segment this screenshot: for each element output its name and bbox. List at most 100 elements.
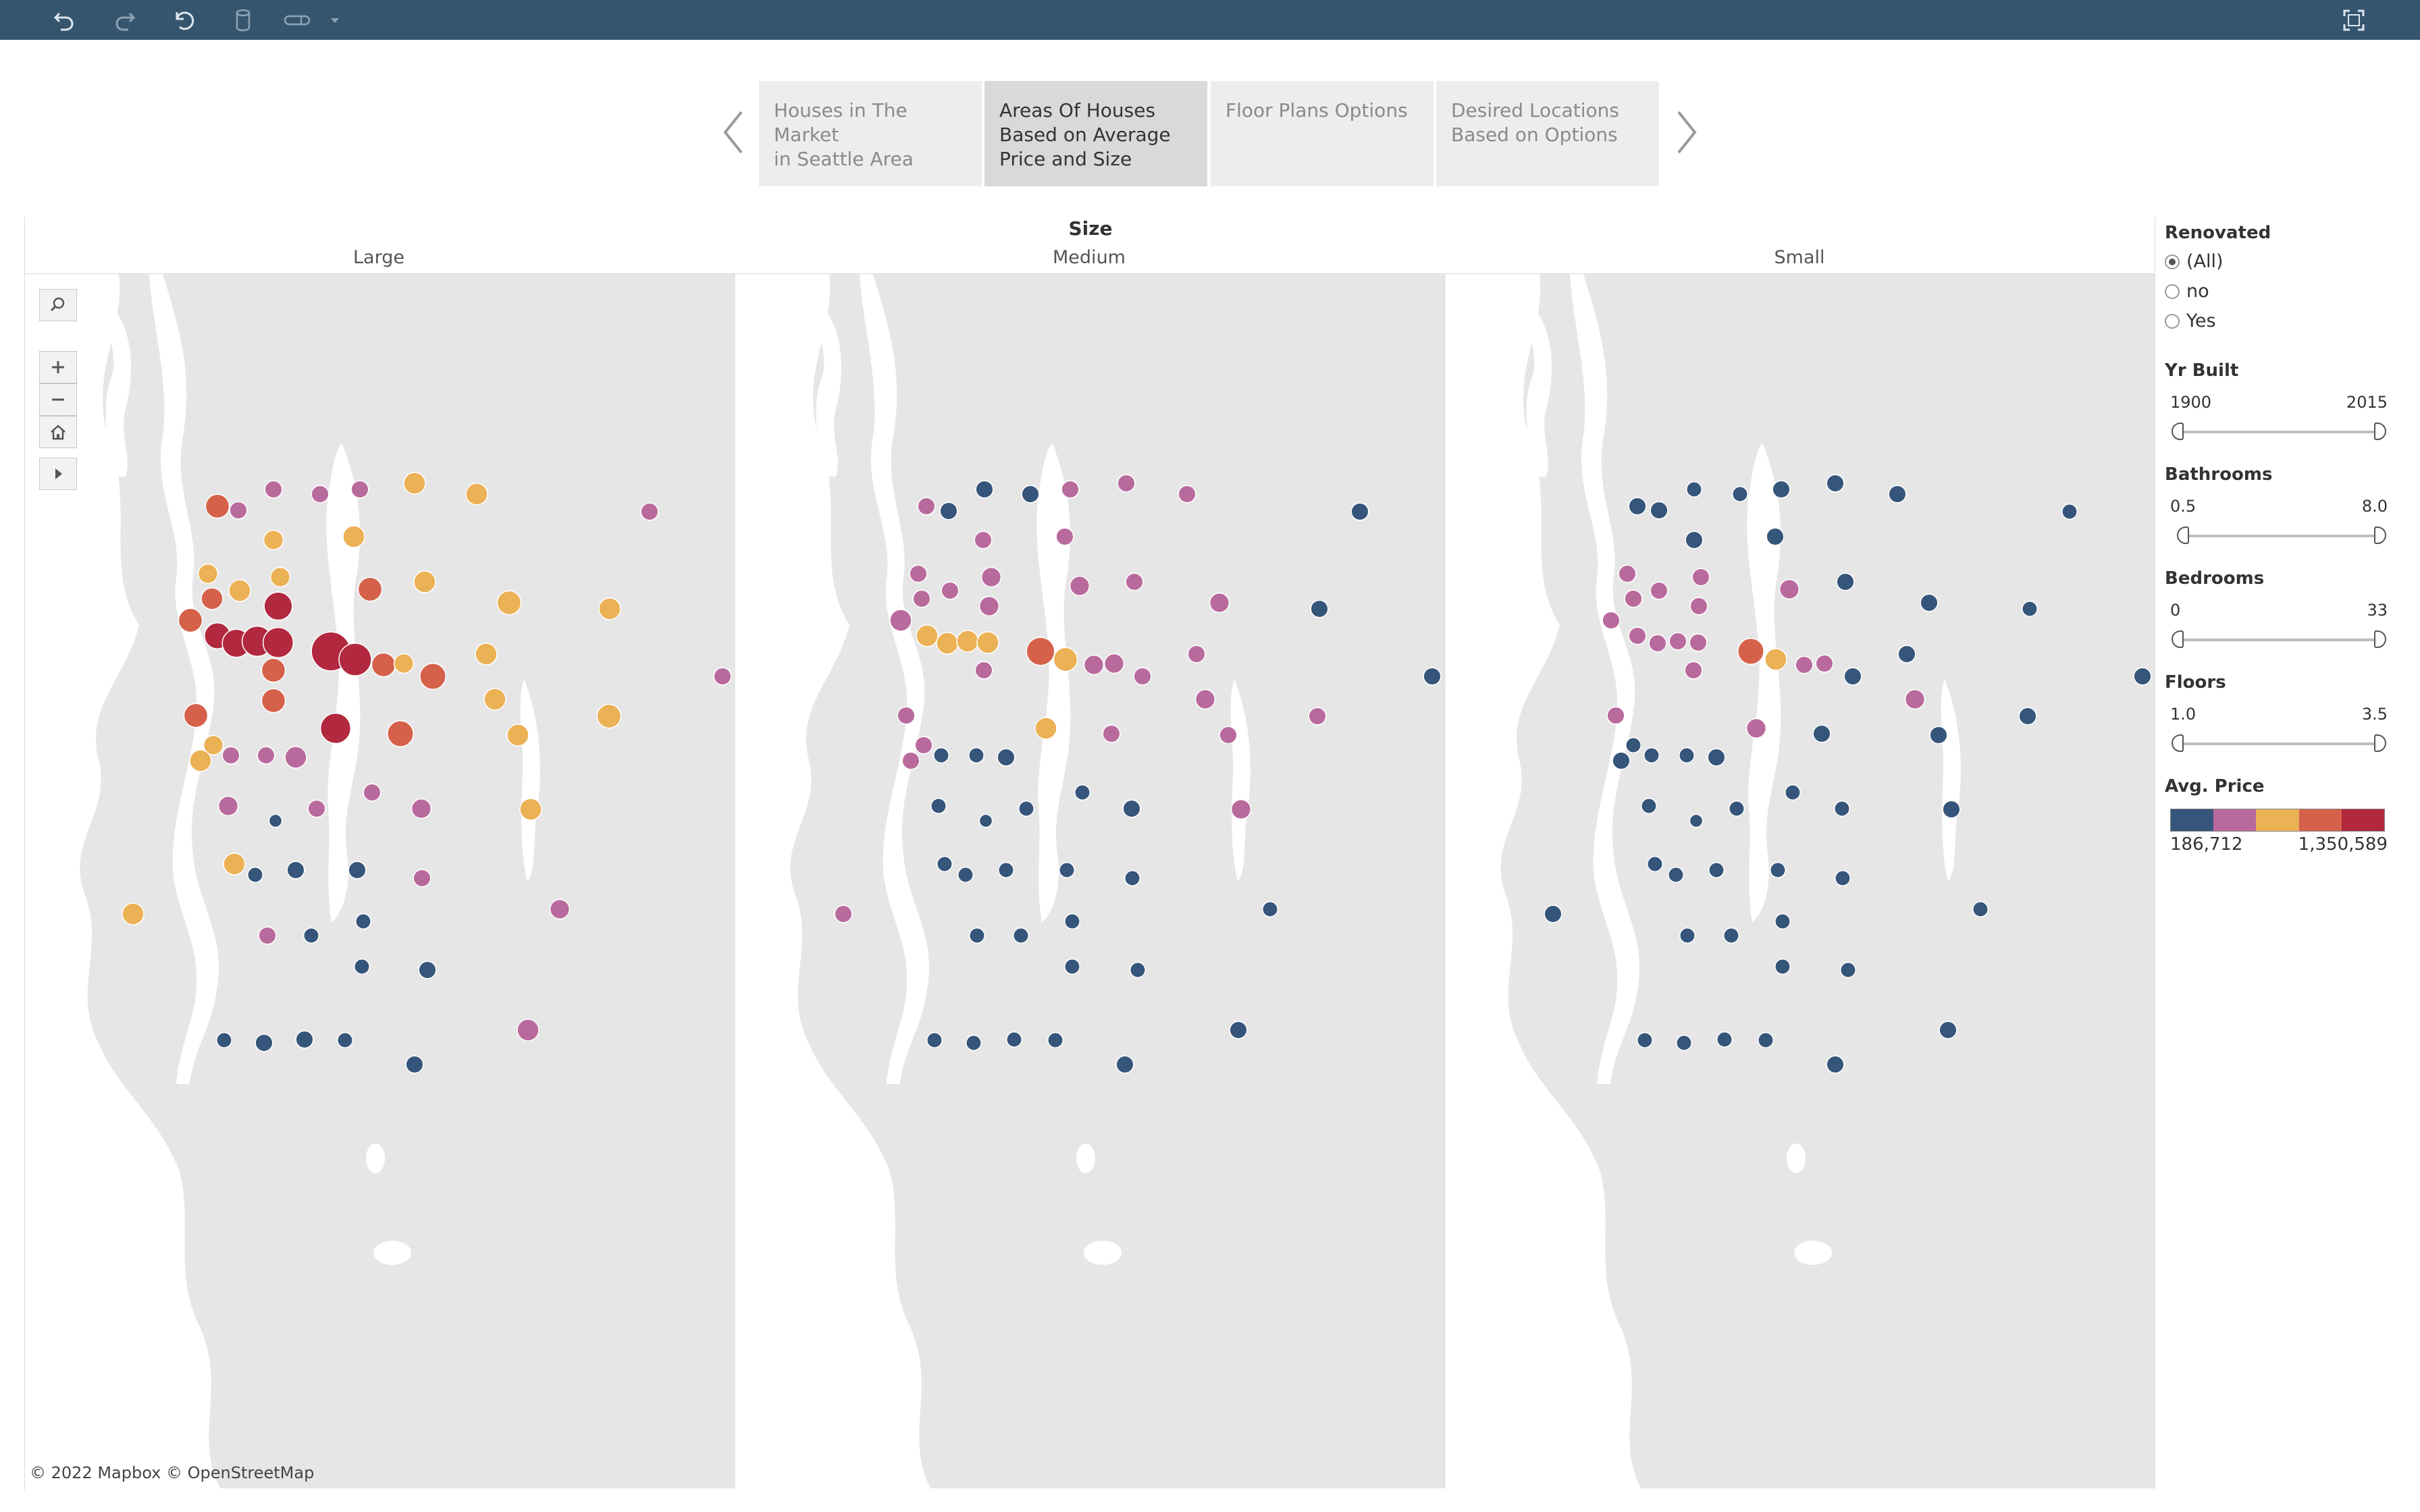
price-point-medium-58[interactable] bbox=[1013, 927, 1029, 944]
price-point-large-66[interactable] bbox=[337, 1032, 353, 1048]
price-point-small-8[interactable] bbox=[1685, 531, 1704, 549]
price-point-large-35[interactable] bbox=[319, 712, 352, 745]
price-point-medium-25[interactable] bbox=[1053, 647, 1078, 672]
price-point-small-31[interactable] bbox=[2133, 667, 2152, 686]
price-point-medium-10[interactable] bbox=[909, 564, 928, 583]
price-point-small-47[interactable] bbox=[1942, 800, 1961, 819]
price-point-large-65[interactable] bbox=[295, 1030, 314, 1049]
price-point-large-41[interactable] bbox=[189, 749, 212, 772]
fullscreen-icon[interactable] bbox=[2339, 5, 2369, 35]
price-point-medium-39[interactable] bbox=[933, 747, 949, 763]
price-point-small-1[interactable] bbox=[1650, 501, 1668, 520]
price-point-medium-13[interactable] bbox=[1069, 575, 1090, 597]
price-point-small-54[interactable] bbox=[1544, 905, 1562, 923]
price-point-large-45[interactable] bbox=[217, 795, 239, 817]
price-point-small-45[interactable] bbox=[1729, 801, 1745, 817]
price-point-large-60[interactable] bbox=[354, 959, 370, 975]
price-point-medium-44[interactable] bbox=[930, 798, 947, 814]
price-point-small-42[interactable] bbox=[1707, 748, 1726, 767]
price-point-small-4[interactable] bbox=[1772, 480, 1791, 499]
bathrooms-max-handle[interactable] bbox=[2374, 526, 2386, 544]
price-point-large-16[interactable] bbox=[263, 591, 293, 621]
price-point-small-35[interactable] bbox=[1745, 718, 1767, 739]
story-tab-floor-plans[interactable]: Floor Plans Options bbox=[1211, 81, 1433, 186]
price-point-small-39[interactable] bbox=[1643, 747, 1660, 763]
price-point-small-12[interactable] bbox=[1691, 568, 1710, 587]
price-point-medium-31[interactable] bbox=[1423, 667, 1442, 686]
price-point-medium-57[interactable] bbox=[969, 927, 985, 944]
price-point-small-40[interactable] bbox=[1612, 751, 1631, 770]
price-point-medium-33[interactable] bbox=[897, 706, 916, 725]
price-point-small-32[interactable] bbox=[1904, 688, 1926, 710]
price-point-small-23[interactable] bbox=[1689, 633, 1708, 652]
price-point-medium-52[interactable] bbox=[1059, 862, 1075, 878]
price-point-medium-61[interactable] bbox=[1229, 1021, 1248, 1040]
price-point-medium-1[interactable] bbox=[917, 497, 936, 516]
price-point-medium-40[interactable] bbox=[901, 751, 920, 770]
price-point-small-11[interactable] bbox=[1650, 581, 1668, 600]
renovated-option-no[interactable]: no bbox=[2165, 281, 2209, 302]
price-point-medium-64[interactable] bbox=[1006, 1031, 1022, 1048]
radio-icon[interactable] bbox=[2165, 284, 2180, 299]
price-point-large-40[interactable] bbox=[221, 746, 240, 765]
price-point-small-2[interactable] bbox=[1686, 481, 1702, 497]
price-point-small-37[interactable] bbox=[1929, 726, 1948, 745]
price-point-small-30[interactable] bbox=[1684, 661, 1703, 680]
price-point-medium-22[interactable] bbox=[956, 630, 979, 653]
radio-icon[interactable] bbox=[2165, 313, 2180, 329]
price-point-small-58[interactable] bbox=[1723, 927, 1739, 944]
price-point-large-58[interactable] bbox=[258, 926, 277, 945]
dropdown-arrow-icon[interactable] bbox=[320, 5, 350, 35]
price-point-large-6[interactable] bbox=[465, 483, 488, 506]
price-point-medium-63[interactable] bbox=[966, 1035, 982, 1051]
price-point-medium-20[interactable] bbox=[916, 624, 939, 647]
price-point-small-66[interactable] bbox=[1826, 1055, 1845, 1074]
price-point-large-27[interactable] bbox=[393, 653, 415, 674]
price-point-small-48[interactable] bbox=[1689, 813, 1704, 828]
price-point-large-47[interactable] bbox=[307, 799, 326, 818]
bedrooms-max-handle[interactable] bbox=[2374, 630, 2386, 648]
price-point-small-60[interactable] bbox=[1840, 962, 1856, 978]
price-point-medium-18[interactable] bbox=[1310, 599, 1329, 618]
price-point-large-5[interactable] bbox=[403, 472, 426, 495]
story-next-arrow-icon[interactable] bbox=[1672, 108, 1702, 157]
price-point-medium-59[interactable] bbox=[1064, 959, 1080, 975]
price-point-medium-34[interactable] bbox=[1308, 707, 1327, 726]
price-point-large-38[interactable] bbox=[596, 703, 622, 729]
price-point-large-26[interactable] bbox=[371, 652, 396, 678]
price-point-small-49[interactable] bbox=[1647, 856, 1663, 872]
price-point-small-43[interactable] bbox=[1785, 784, 1801, 801]
price-point-small-3[interactable] bbox=[1732, 486, 1748, 502]
price-point-medium-26[interactable] bbox=[1083, 654, 1105, 676]
price-point-large-0[interactable] bbox=[205, 493, 230, 519]
price-point-medium-38[interactable] bbox=[914, 736, 933, 755]
price-point-medium-47[interactable] bbox=[1230, 799, 1252, 820]
price-point-small-6[interactable] bbox=[1888, 485, 1907, 504]
map-search-icon[interactable] bbox=[39, 289, 77, 321]
price-point-medium-37[interactable] bbox=[1219, 726, 1238, 745]
renovated-option-all[interactable]: (All) bbox=[2165, 251, 2224, 272]
price-point-small-0[interactable] bbox=[1628, 497, 1647, 516]
bedrooms-min-handle[interactable] bbox=[2172, 630, 2184, 648]
price-point-large-12[interactable] bbox=[269, 566, 291, 588]
price-point-large-50[interactable] bbox=[223, 853, 246, 875]
facet-maps[interactable] bbox=[24, 274, 2155, 1488]
price-point-small-21[interactable] bbox=[1648, 634, 1667, 653]
price-point-large-25[interactable] bbox=[338, 643, 372, 676]
price-point-small-44[interactable] bbox=[1641, 798, 1657, 814]
yr-built-slider-track[interactable] bbox=[2176, 431, 2375, 433]
price-point-large-51[interactable] bbox=[247, 867, 263, 883]
price-point-small-5[interactable] bbox=[1826, 474, 1845, 493]
price-point-medium-15[interactable] bbox=[912, 589, 931, 608]
price-point-medium-36[interactable] bbox=[1102, 724, 1121, 743]
story-prev-arrow-icon[interactable] bbox=[718, 108, 748, 157]
price-point-small-34[interactable] bbox=[2018, 707, 2037, 726]
price-point-small-28[interactable] bbox=[1843, 667, 1862, 686]
price-point-small-27[interactable] bbox=[1815, 654, 1834, 673]
price-point-large-4[interactable] bbox=[350, 480, 369, 499]
price-point-medium-42[interactable] bbox=[997, 748, 1016, 767]
price-point-large-64[interactable] bbox=[255, 1033, 273, 1052]
price-point-medium-9[interactable] bbox=[1055, 527, 1074, 546]
price-point-small-14[interactable] bbox=[1836, 572, 1855, 591]
price-points[interactable] bbox=[122, 472, 2152, 1074]
